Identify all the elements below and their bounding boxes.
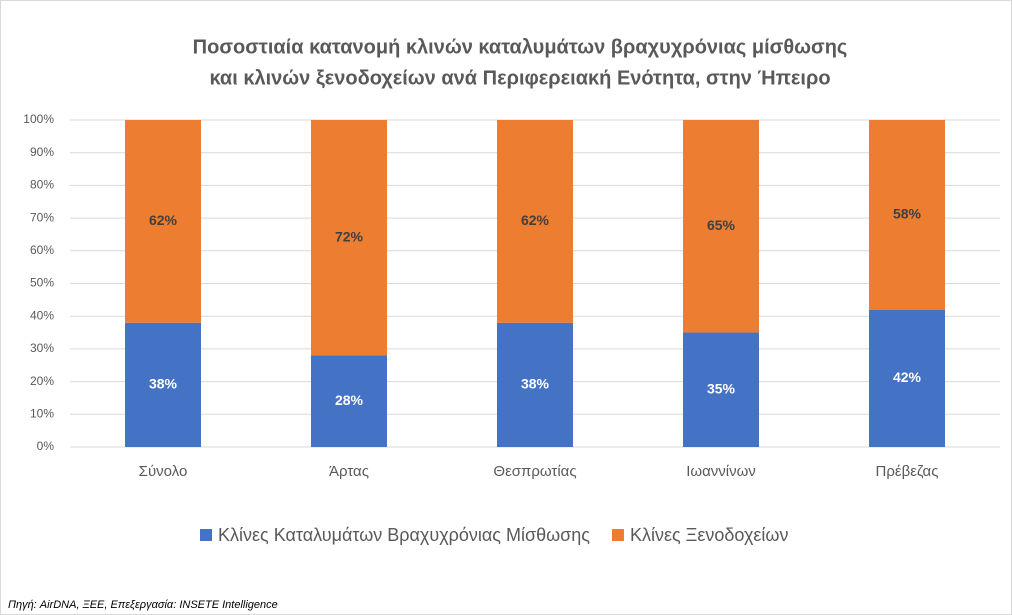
data-label: 62% [149,212,178,228]
legend-label: Κλίνες Ξενοδοχείων [630,525,789,545]
bar-segment [497,120,573,323]
bar-segment [683,332,759,447]
data-label: 28% [335,392,364,408]
bar-segment [311,355,387,447]
bar-segment [125,322,201,447]
data-label: 35% [707,380,736,396]
y-tick-label: 40% [30,308,54,322]
source-note: Πηγή: AirDNA, ΞΕΕ, Επεξεργασία: INSETE I… [8,599,278,611]
data-label: 38% [149,376,178,392]
bar-segment [497,322,573,447]
y-tick-label: 100% [23,112,54,126]
x-tick-label: Πρέβεζας [876,463,939,480]
y-tick-label: 60% [30,243,54,257]
y-tick-label: 10% [30,406,54,420]
data-label: 65% [707,217,736,233]
chart-title: και κλινών ξενοδοχείων ανά Περιφερειακή … [209,67,830,89]
x-tick-label: Θεσπρωτίας [493,463,576,480]
y-tick-label: 90% [30,145,54,159]
data-label: 72% [335,228,364,244]
bar-segment [869,309,945,447]
data-label: 38% [521,376,550,392]
x-tick-label: Ιωαννίνων [686,463,756,480]
y-tick-label: 80% [30,178,54,192]
y-tick-label: 0% [37,439,55,453]
legend-swatch [611,529,624,541]
y-tick-label: 70% [30,210,54,224]
bar-segment [869,120,945,310]
y-tick-label: 20% [30,374,54,388]
legend-label: Κλίνες Καταλυμάτων Βραχυχρόνιας Μίσθωσης [218,525,590,545]
bar-segment [125,120,201,323]
bar-segment [311,120,387,356]
legend-swatch [200,529,212,541]
y-tick-label: 50% [30,276,54,290]
data-label: 62% [521,212,550,228]
data-label: 42% [893,369,922,385]
bar-segment [683,120,759,333]
x-tick-label: Σύνολο [139,463,188,480]
chart-title: Ποσοστιαία κατανομή κλινών καταλυμάτων β… [193,36,848,58]
y-tick-label: 30% [30,341,54,355]
x-tick-label: Άρτας [329,463,369,480]
data-label: 58% [893,206,922,222]
